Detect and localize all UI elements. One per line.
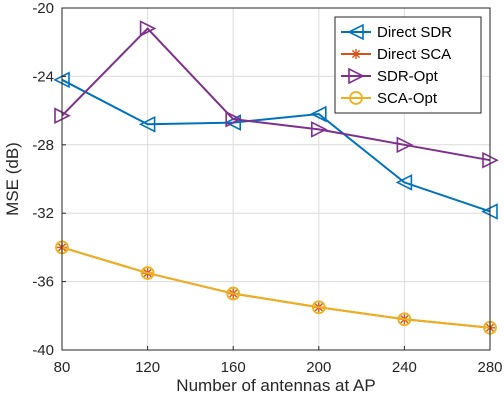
data-point xyxy=(395,174,413,191)
y-tick-label: -24 xyxy=(32,68,54,85)
y-tick-label: -36 xyxy=(32,274,54,291)
series-line xyxy=(61,78,491,213)
legend-label: Direct SDR xyxy=(377,24,452,41)
legend-entry: Direct SDR xyxy=(341,23,452,41)
x-axis-label: Number of antennas at AP xyxy=(176,376,375,395)
data-point xyxy=(396,136,414,154)
legend: Direct SDR Direct SCA SDR-Opt SCA-Opt xyxy=(334,16,482,114)
legend-entry: SDR-Opt xyxy=(341,67,439,85)
legend-label: SCA-Opt xyxy=(377,90,438,107)
y-tick-label: -32 xyxy=(32,205,54,222)
legend-entry: Direct SCA xyxy=(341,46,451,63)
series-2 xyxy=(54,20,499,169)
series-3 xyxy=(55,240,497,335)
y-axis-label: MSE (dB) xyxy=(3,142,22,216)
series-1 xyxy=(57,242,495,333)
legend-entry: SCA-Opt xyxy=(341,90,438,107)
legend-label: Direct SCA xyxy=(377,46,451,63)
x-tick-label: 240 xyxy=(392,359,417,376)
x-tick-label: 120 xyxy=(135,359,160,376)
plot-area-frame xyxy=(61,7,491,351)
data-point xyxy=(139,20,157,37)
legend-label: SDR-Opt xyxy=(377,68,439,85)
axis-ticks: 80 120 160 200 240 280 -20 -24 -28 -32 -36 -40 xyxy=(32,0,502,376)
legend-marker xyxy=(351,49,361,59)
x-tick-label: 160 xyxy=(221,359,246,376)
series-line xyxy=(61,246,491,329)
x-tick-label: 200 xyxy=(306,359,331,376)
data-point xyxy=(397,312,412,327)
data-point xyxy=(310,105,327,123)
legend-marker xyxy=(348,67,365,85)
data-point xyxy=(226,286,241,301)
data-point xyxy=(138,115,156,133)
y-tick-label: -28 xyxy=(32,137,54,154)
data-point xyxy=(311,300,326,315)
x-tick-label: 80 xyxy=(54,359,71,376)
data-point xyxy=(310,121,328,138)
data-point xyxy=(140,266,155,280)
series-line xyxy=(61,27,491,162)
data-point xyxy=(225,110,242,128)
x-tick-label: 280 xyxy=(477,359,502,376)
legend-marker xyxy=(349,91,363,105)
y-tick-label: -20 xyxy=(32,0,54,17)
series-line xyxy=(61,246,491,329)
legend-marker xyxy=(347,23,364,41)
y-tick-label: -40 xyxy=(32,342,54,359)
